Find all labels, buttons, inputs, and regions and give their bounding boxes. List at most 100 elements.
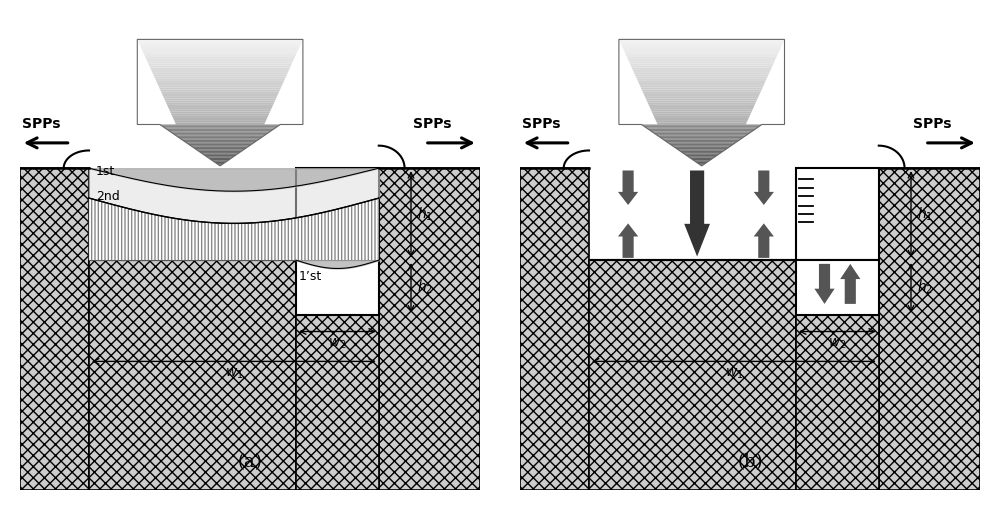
Polygon shape	[680, 151, 724, 152]
Polygon shape	[218, 165, 222, 166]
Polygon shape	[754, 224, 774, 258]
Polygon shape	[628, 59, 776, 61]
Polygon shape	[678, 149, 726, 151]
Polygon shape	[140, 46, 300, 48]
Polygon shape	[662, 138, 742, 140]
Polygon shape	[168, 130, 272, 131]
Polygon shape	[212, 160, 228, 162]
Polygon shape	[645, 127, 758, 129]
Polygon shape	[152, 72, 288, 74]
Polygon shape	[640, 85, 764, 88]
Text: $h_1$: $h_1$	[417, 205, 433, 223]
Polygon shape	[174, 134, 266, 135]
Polygon shape	[641, 88, 763, 90]
Polygon shape	[216, 163, 224, 165]
Polygon shape	[166, 102, 274, 105]
Polygon shape	[164, 127, 276, 129]
Polygon shape	[656, 134, 748, 135]
Polygon shape	[184, 141, 256, 142]
Polygon shape	[633, 70, 771, 72]
Polygon shape	[192, 147, 248, 148]
Polygon shape	[379, 168, 480, 490]
Text: $h_1$: $h_1$	[917, 205, 933, 223]
Text: $h_2$: $h_2$	[917, 279, 933, 296]
Polygon shape	[666, 141, 738, 142]
Polygon shape	[210, 159, 230, 160]
Polygon shape	[141, 48, 299, 50]
Polygon shape	[700, 165, 704, 166]
Polygon shape	[796, 315, 879, 490]
Text: 1’st: 1’st	[298, 270, 322, 282]
Polygon shape	[180, 138, 260, 140]
Polygon shape	[814, 264, 835, 304]
Polygon shape	[169, 109, 271, 112]
Polygon shape	[621, 44, 783, 46]
Polygon shape	[170, 112, 270, 114]
Polygon shape	[160, 90, 280, 92]
Polygon shape	[684, 153, 720, 155]
Polygon shape	[166, 129, 274, 130]
Polygon shape	[638, 81, 766, 83]
Polygon shape	[589, 168, 879, 260]
Polygon shape	[648, 102, 756, 105]
Polygon shape	[636, 76, 768, 79]
Polygon shape	[174, 120, 266, 122]
Polygon shape	[664, 140, 740, 141]
Polygon shape	[89, 168, 379, 260]
Polygon shape	[627, 57, 777, 59]
Polygon shape	[660, 137, 744, 138]
Polygon shape	[618, 170, 638, 205]
Polygon shape	[153, 74, 287, 76]
Polygon shape	[654, 116, 750, 118]
Polygon shape	[635, 74, 769, 76]
Polygon shape	[690, 158, 714, 159]
Text: $w_1$: $w_1$	[225, 366, 243, 381]
Polygon shape	[156, 81, 284, 83]
Polygon shape	[296, 260, 379, 315]
Polygon shape	[161, 92, 279, 94]
Polygon shape	[202, 153, 238, 155]
Polygon shape	[668, 142, 736, 144]
Polygon shape	[620, 41, 784, 44]
Polygon shape	[684, 170, 710, 256]
Polygon shape	[157, 83, 283, 85]
Polygon shape	[200, 152, 240, 153]
Polygon shape	[89, 260, 296, 490]
Polygon shape	[642, 90, 762, 92]
Polygon shape	[190, 145, 250, 147]
Polygon shape	[147, 61, 293, 63]
Polygon shape	[643, 92, 761, 94]
Polygon shape	[657, 122, 747, 124]
Polygon shape	[165, 100, 275, 102]
Polygon shape	[694, 160, 710, 162]
Polygon shape	[148, 63, 292, 65]
Polygon shape	[214, 162, 226, 163]
Polygon shape	[619, 39, 784, 41]
Polygon shape	[618, 224, 638, 258]
Polygon shape	[144, 55, 296, 57]
Polygon shape	[650, 107, 754, 109]
Polygon shape	[626, 55, 778, 57]
Polygon shape	[634, 72, 770, 74]
Polygon shape	[164, 98, 276, 100]
Polygon shape	[89, 198, 379, 260]
Polygon shape	[138, 41, 302, 44]
Polygon shape	[639, 83, 765, 85]
Polygon shape	[649, 105, 755, 107]
Text: SPPs: SPPs	[413, 117, 452, 131]
Polygon shape	[643, 126, 760, 127]
Polygon shape	[208, 158, 232, 159]
Polygon shape	[631, 65, 773, 68]
Polygon shape	[162, 94, 278, 96]
Polygon shape	[648, 129, 756, 130]
Text: $w_2$: $w_2$	[328, 336, 347, 350]
Text: 1st: 1st	[96, 165, 115, 178]
Polygon shape	[656, 120, 748, 122]
Polygon shape	[676, 148, 728, 149]
Polygon shape	[173, 118, 267, 120]
Polygon shape	[879, 168, 980, 490]
Polygon shape	[698, 163, 706, 165]
Polygon shape	[146, 59, 294, 61]
Polygon shape	[644, 94, 760, 96]
Polygon shape	[204, 155, 236, 156]
